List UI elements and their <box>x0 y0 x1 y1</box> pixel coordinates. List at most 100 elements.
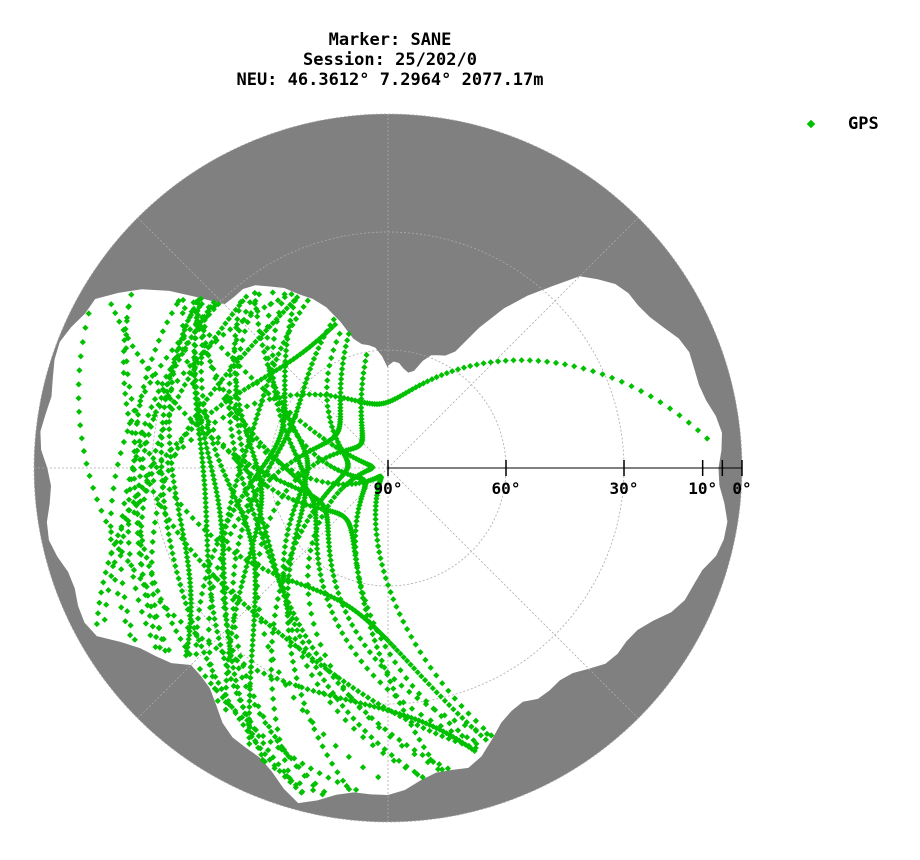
gps-observation-point <box>357 582 365 590</box>
gps-observation-point <box>147 632 154 639</box>
gps-observation-point <box>307 475 314 482</box>
gps-observation-point <box>526 357 534 364</box>
gps-observation-point <box>243 403 251 410</box>
gps-observation-point <box>477 732 485 739</box>
gps-observation-point <box>274 726 281 733</box>
gps-observation-point <box>290 427 297 434</box>
gps-observation-point <box>201 562 208 569</box>
gps-observation-point <box>350 715 357 722</box>
gps-observation-point <box>331 494 338 501</box>
gps-observation-point <box>344 709 352 716</box>
gps-observation-point <box>628 383 635 390</box>
gps-observation-point <box>286 521 293 528</box>
gps-observation-point <box>352 522 360 529</box>
gps-observation-point <box>281 756 288 764</box>
gps-observation-point <box>311 725 318 733</box>
gps-observation-point <box>317 391 324 398</box>
gps-observation-point <box>181 410 188 417</box>
gps-observation-point <box>270 507 278 514</box>
gps-observation-point <box>121 500 128 507</box>
gps-observation-point <box>225 545 233 553</box>
gps-observation-point <box>666 405 674 412</box>
gps-observation-point <box>303 662 311 670</box>
gps-observation-point <box>76 367 83 374</box>
gps-observation-point <box>327 498 335 505</box>
gps-observation-point <box>227 499 235 506</box>
gps-observation-point <box>410 665 418 672</box>
gps-observation-point <box>280 422 287 430</box>
gps-observation-point <box>311 429 318 436</box>
gps-observation-point <box>269 695 277 703</box>
gps-observation-point <box>685 419 692 426</box>
gps-observation-point <box>138 393 145 400</box>
gps-observation-point <box>107 536 115 543</box>
gps-observation-point <box>247 680 254 687</box>
gps-observation-point <box>254 486 261 493</box>
gps-observation-point <box>260 348 268 356</box>
gps-observation-point <box>352 543 359 551</box>
gps-observation-point <box>292 456 299 463</box>
gps-observation-point <box>195 521 202 528</box>
gps-observation-point <box>261 630 268 638</box>
gps-observation-point <box>647 393 654 400</box>
gps-observation-point <box>261 304 268 311</box>
gps-observation-point <box>174 529 181 536</box>
gps-observation-point <box>214 697 221 705</box>
gps-observation-point <box>299 627 306 634</box>
gps-observation-point <box>272 566 280 573</box>
gps-observation-point <box>412 729 419 736</box>
gps-observation-point <box>155 337 163 344</box>
gps-observation-point <box>340 481 347 488</box>
gps-observation-point <box>187 603 195 611</box>
gps-observation-point <box>317 641 324 648</box>
chart-title: Marker: SANE Session: 25/202/0 NEU: 46.3… <box>190 30 590 90</box>
gps-observation-point <box>256 328 263 335</box>
gps-observation-point <box>250 464 258 471</box>
gps-observation-point <box>256 525 263 532</box>
gps-observation-point <box>223 622 231 629</box>
gps-observation-point <box>119 512 126 520</box>
gps-observation-point <box>141 440 149 447</box>
gps-observation-point <box>657 399 664 406</box>
gps-observation-point <box>316 432 323 439</box>
gps-observation-point <box>229 311 236 318</box>
gps-observation-point <box>178 521 185 528</box>
gps-observation-point <box>397 667 404 674</box>
gps-observation-point <box>168 620 176 627</box>
gps-observation-point <box>213 337 220 344</box>
gps-observation-point <box>433 373 440 381</box>
gps-observation-point <box>222 684 230 691</box>
gps-observation-point <box>163 354 170 361</box>
gps-observation-point <box>121 380 128 387</box>
gps-observation-point <box>289 658 297 665</box>
gps-observation-point <box>275 669 283 676</box>
gps-observation-point <box>98 507 105 514</box>
gps-observation-point <box>320 677 328 684</box>
gps-observation-point <box>264 334 271 341</box>
gps-observation-point <box>258 541 265 548</box>
gps-observation-point <box>377 555 384 562</box>
gps-observation-point <box>281 377 288 384</box>
gps-observation-point <box>268 638 276 645</box>
gps-observation-point <box>240 573 247 580</box>
gps-observation-point <box>372 502 379 510</box>
gps-observation-point <box>291 755 298 762</box>
gps-observation-point <box>168 379 176 386</box>
gps-observation-point <box>266 542 273 549</box>
gps-observation-point <box>358 412 365 419</box>
gps-observation-point <box>339 702 346 709</box>
gps-observation-point <box>207 680 215 687</box>
gps-observation-point <box>372 526 380 533</box>
gps-observation-point <box>262 387 269 394</box>
gps-observation-point <box>215 635 222 642</box>
gps-observation-point <box>329 567 336 574</box>
gps-observation-point <box>249 636 256 644</box>
gps-observation-point <box>102 518 110 525</box>
gps-observation-point <box>286 421 293 428</box>
gps-observation-point <box>364 694 372 701</box>
gps-observation-point <box>343 636 350 644</box>
gps-observation-point <box>358 415 365 423</box>
gps-observation-point <box>599 371 606 378</box>
gps-observation-point <box>120 438 128 446</box>
gps-observation-point <box>283 305 290 312</box>
